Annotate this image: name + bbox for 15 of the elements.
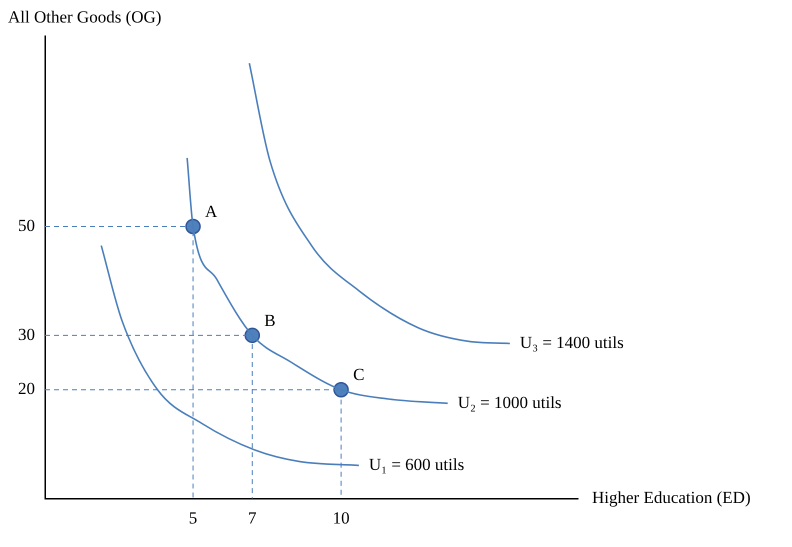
x-tick-label: 10 <box>332 508 350 528</box>
y-tick-label: 20 <box>18 379 35 398</box>
y-tick-label: 30 <box>18 324 35 344</box>
line-series <box>248 62 511 344</box>
x-axis-title: Higher Education (ED) <box>592 488 751 508</box>
y-tick-label: 50 <box>18 216 35 235</box>
annotation: A <box>205 202 218 221</box>
x-tick-label: 7 <box>248 508 258 528</box>
annotation: C <box>353 365 364 384</box>
y-axis-title: All Other Goods (OG) <box>8 7 162 26</box>
series-label: U₁ = 600 utils <box>368 454 464 474</box>
series-label: U₂ = 1000 utils <box>458 392 562 412</box>
series-label: U₃ = 1400 utils <box>520 332 624 352</box>
annotation: B <box>264 310 276 330</box>
x-tick-label: 5 <box>188 508 198 528</box>
